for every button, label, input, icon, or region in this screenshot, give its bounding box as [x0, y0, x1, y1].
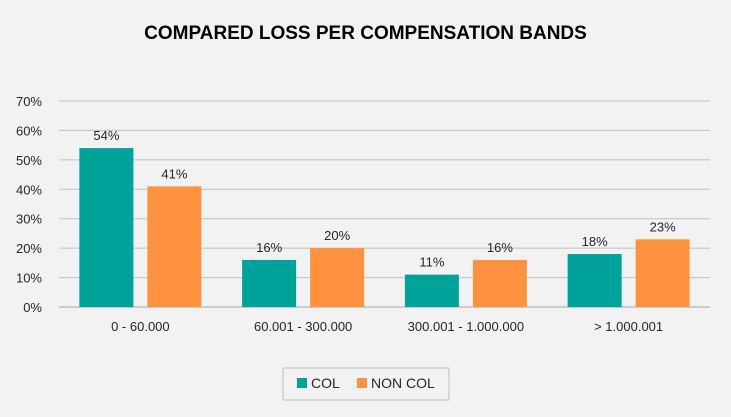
x-category-label: > 1.000.001: [594, 319, 663, 334]
y-axis-tick-labels: 0% 10% 20% 30% 40% 50% 60% 70%: [16, 94, 42, 315]
data-label-non-col: 20%: [324, 228, 350, 243]
x-category-label: 300.001 - 1.000.000: [408, 319, 524, 334]
bar-col: [404, 274, 459, 307]
data-label-non-col: 41%: [161, 166, 187, 181]
y-tick-label: 40%: [16, 182, 42, 197]
data-label-non-col: 23%: [650, 219, 676, 234]
bar-col: [79, 148, 134, 307]
bar-col: [567, 254, 622, 307]
data-label-col: 11%: [419, 255, 444, 270]
chart-title: COMPARED LOSS PER COMPENSATION BANDS: [144, 23, 587, 44]
y-tick-label: 10%: [16, 271, 42, 286]
bar-non-col: [310, 248, 365, 307]
x-category-label: 0 - 60.000: [111, 319, 170, 334]
x-category-label: 60.001 - 300.000: [254, 319, 352, 334]
data-label-non-col: 16%: [487, 240, 513, 255]
y-tick-label: 30%: [16, 212, 42, 227]
y-tick-label: 70%: [16, 94, 42, 109]
legend-label-non-col: NON COL: [371, 375, 435, 391]
legend-swatch-col: [297, 378, 307, 388]
legend-label-col: COL: [311, 375, 340, 391]
y-tick-label: 50%: [16, 153, 42, 168]
bar-non-col: [472, 259, 527, 307]
data-label-col: 18%: [582, 234, 608, 249]
legend-box: [282, 367, 450, 401]
y-tick-label: 60%: [16, 123, 42, 138]
legend-swatch-non-col: [357, 378, 367, 388]
bar-non-col: [147, 186, 202, 307]
x-axis-category-labels: 0 - 60.000 60.001 - 300.000 300.001 - 1.00…: [111, 319, 663, 334]
y-tick-label: 20%: [16, 241, 42, 256]
data-label-col: 16%: [256, 240, 282, 255]
data-label-col: 54%: [93, 128, 119, 143]
bar-col: [242, 259, 297, 307]
data-labels: 54% 41% 16% 20% 11% 16% 18% 23%: [93, 128, 676, 270]
bar-non-col: [635, 239, 690, 307]
bars: [79, 148, 690, 307]
y-tick-label: 0%: [23, 300, 42, 315]
legend: COL NON COL: [282, 367, 450, 401]
